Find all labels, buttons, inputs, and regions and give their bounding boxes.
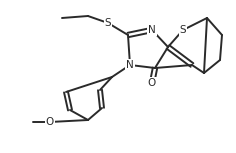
Text: N: N — [148, 25, 156, 35]
Text: O: O — [46, 117, 54, 127]
Text: O: O — [148, 78, 156, 88]
Text: N: N — [126, 60, 134, 70]
Text: S: S — [180, 25, 186, 35]
Text: S: S — [105, 18, 111, 28]
